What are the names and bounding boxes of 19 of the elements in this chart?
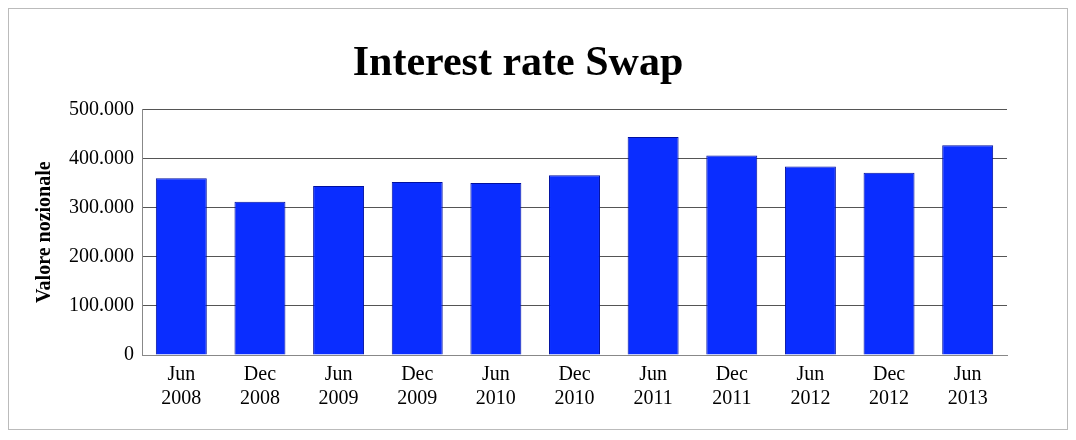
x-tick-label: Dec 2009 bbox=[397, 362, 438, 409]
x-tick-label: Dec 2010 bbox=[554, 362, 595, 409]
x-tick-label: Dec 2012 bbox=[869, 362, 910, 409]
y-tick-label: 200.000 bbox=[69, 244, 134, 267]
y-tick-label: 300.000 bbox=[69, 194, 134, 217]
y-tick-label: 500.000 bbox=[69, 96, 134, 119]
y-tick-label: 400.000 bbox=[69, 145, 134, 168]
x-tick-label: Dec 2011 bbox=[712, 362, 752, 409]
x-tick-label: Jun 2011 bbox=[633, 362, 673, 409]
x-tick-label: Dec 2008 bbox=[239, 362, 280, 409]
x-tick-label: Jun 2013 bbox=[947, 362, 988, 409]
y-tick-label: 0 bbox=[124, 342, 134, 365]
x-tick-label: Jun 2008 bbox=[161, 362, 202, 409]
y-tick-label: 100.000 bbox=[69, 293, 134, 316]
x-tick-label: Jun 2009 bbox=[318, 362, 359, 409]
x-tick-label: Jun 2010 bbox=[475, 362, 516, 409]
x-tick-label: Jun 2012 bbox=[790, 362, 831, 409]
y-axis-title: Valore nozionale bbox=[32, 161, 55, 304]
chart-title: Interest rate Swap bbox=[352, 38, 684, 85]
